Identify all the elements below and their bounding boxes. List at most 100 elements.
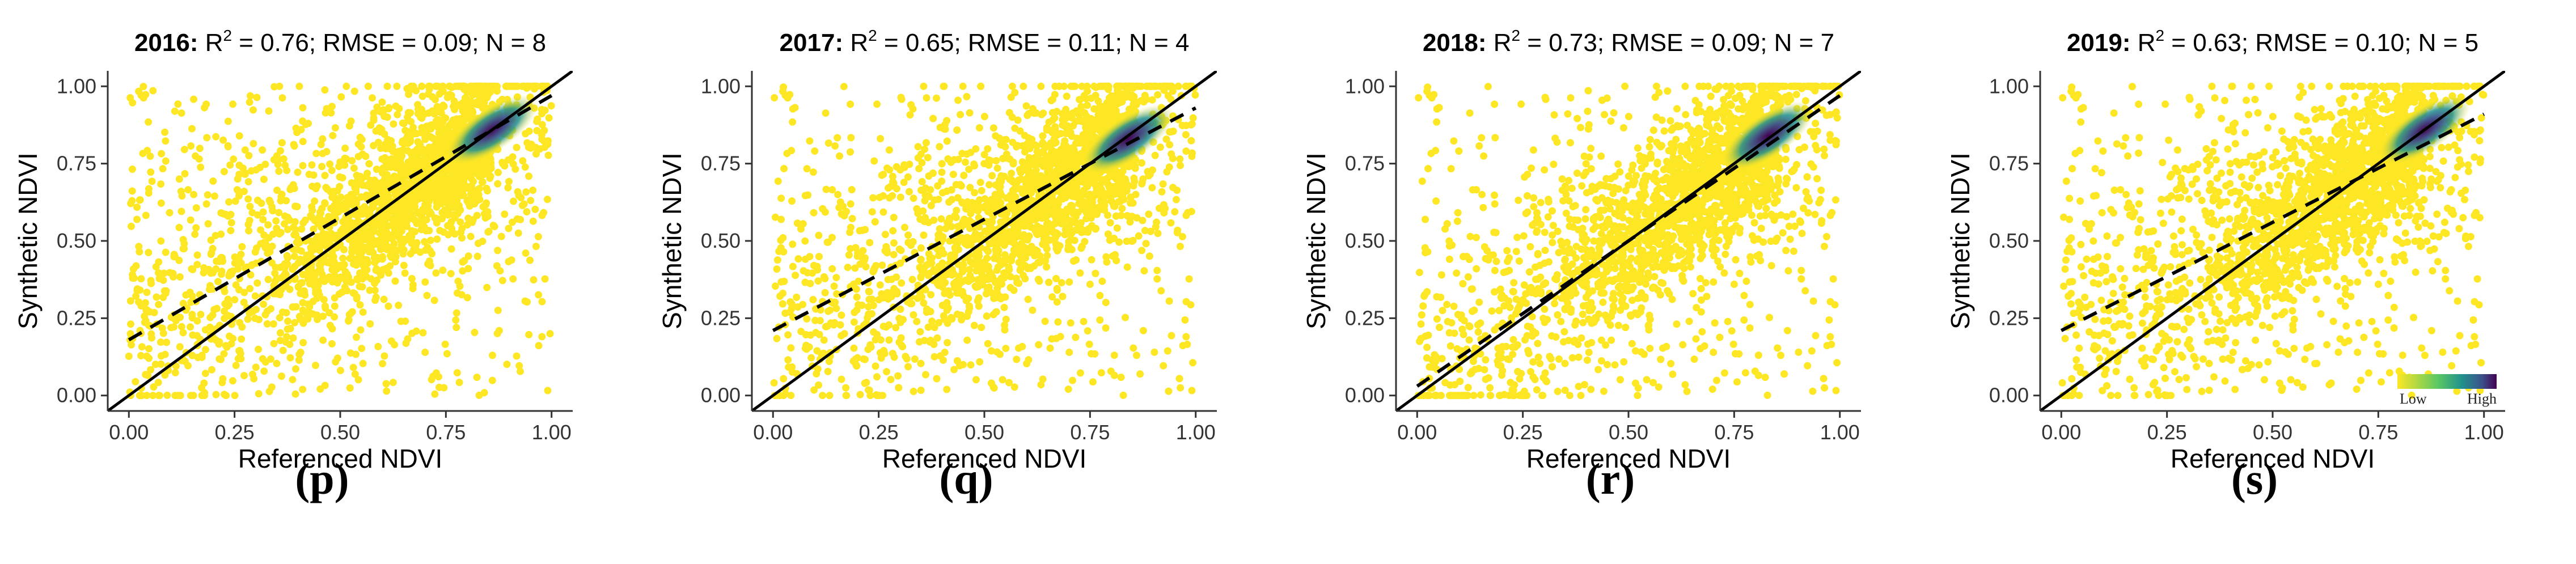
data-point xyxy=(297,349,304,357)
data-point xyxy=(885,146,893,154)
data-point xyxy=(495,326,503,334)
y-tick-label: 0.25 xyxy=(57,306,96,329)
data-point xyxy=(314,268,322,275)
data-point xyxy=(826,306,834,314)
data-point xyxy=(803,315,811,323)
data-point xyxy=(958,316,966,324)
data-point xyxy=(451,230,459,238)
data-point xyxy=(277,197,285,205)
data-point xyxy=(326,321,334,329)
data-point xyxy=(1107,197,1115,205)
data-point xyxy=(975,124,983,132)
data-point xyxy=(1052,275,1060,282)
data-point xyxy=(142,317,150,325)
data-point xyxy=(129,274,137,282)
data-point xyxy=(485,227,493,235)
data-point xyxy=(177,109,185,117)
data-point xyxy=(1030,262,1038,270)
data-point xyxy=(1118,170,1125,178)
data-point xyxy=(850,344,858,352)
data-point xyxy=(1140,267,1148,275)
data-point xyxy=(1167,95,1175,103)
data-point xyxy=(395,147,403,155)
data-point xyxy=(1073,107,1080,115)
data-point xyxy=(493,87,501,95)
data-point xyxy=(276,314,284,321)
data-point xyxy=(240,188,248,196)
data-point xyxy=(364,82,372,90)
data-point xyxy=(543,196,551,203)
data-point xyxy=(1141,227,1149,235)
data-point xyxy=(409,124,417,132)
data-point xyxy=(359,229,367,237)
x-axis-label: Referenced NDVI xyxy=(238,444,443,473)
data-point xyxy=(1191,91,1199,99)
data-point xyxy=(1051,82,1059,90)
data-point xyxy=(214,278,222,286)
data-point xyxy=(981,273,989,281)
data-point xyxy=(252,166,260,174)
data-point xyxy=(488,376,496,384)
data-point xyxy=(331,313,339,321)
data-point xyxy=(800,267,807,275)
data-point xyxy=(525,172,533,180)
data-point xyxy=(447,270,455,278)
data-point xyxy=(777,215,785,223)
data-point xyxy=(319,150,327,158)
data-point xyxy=(127,320,134,328)
title-r: R xyxy=(198,29,223,57)
data-point xyxy=(418,115,426,122)
data-point xyxy=(259,355,267,363)
data-point xyxy=(1026,140,1034,148)
data-point xyxy=(1051,234,1059,241)
data-point xyxy=(807,354,815,362)
data-point xyxy=(870,328,878,336)
data-point xyxy=(193,261,201,269)
data-point xyxy=(180,245,188,253)
data-point xyxy=(825,358,833,365)
data-point xyxy=(1133,351,1140,359)
data-point xyxy=(333,279,341,287)
data-point xyxy=(275,167,283,175)
data-point xyxy=(353,261,360,269)
data-point xyxy=(924,323,932,331)
data-point xyxy=(463,294,471,302)
data-point xyxy=(366,320,374,328)
data-point xyxy=(278,262,286,270)
data-point xyxy=(448,83,456,91)
data-point xyxy=(231,197,239,205)
data-point xyxy=(265,197,273,204)
data-point xyxy=(1004,236,1012,244)
data-point xyxy=(375,229,383,237)
data-point xyxy=(238,323,246,331)
data-point xyxy=(1004,229,1012,237)
data-point xyxy=(883,164,891,172)
data-point xyxy=(822,323,830,330)
data-point xyxy=(161,371,169,379)
data-point xyxy=(916,328,924,336)
data-point xyxy=(1122,313,1129,321)
data-point xyxy=(773,334,781,342)
data-point xyxy=(391,277,399,285)
data-point xyxy=(966,184,974,192)
data-point xyxy=(204,191,212,199)
data-point xyxy=(294,259,302,267)
data-point xyxy=(361,264,369,271)
data-point xyxy=(1010,240,1018,248)
data-point xyxy=(1021,148,1029,156)
data-point xyxy=(431,390,439,398)
data-point xyxy=(1123,238,1131,245)
data-point xyxy=(322,304,329,312)
data-point xyxy=(286,354,294,362)
data-point xyxy=(188,125,196,133)
data-point xyxy=(1154,91,1162,99)
data-point xyxy=(383,113,391,121)
data-point xyxy=(980,160,988,168)
data-point xyxy=(997,293,1005,301)
data-point xyxy=(831,142,839,150)
data-point xyxy=(963,336,971,344)
data-point xyxy=(369,249,377,257)
x-tick-label: 0.75 xyxy=(426,421,466,444)
data-point xyxy=(157,360,165,368)
data-point xyxy=(921,191,929,199)
